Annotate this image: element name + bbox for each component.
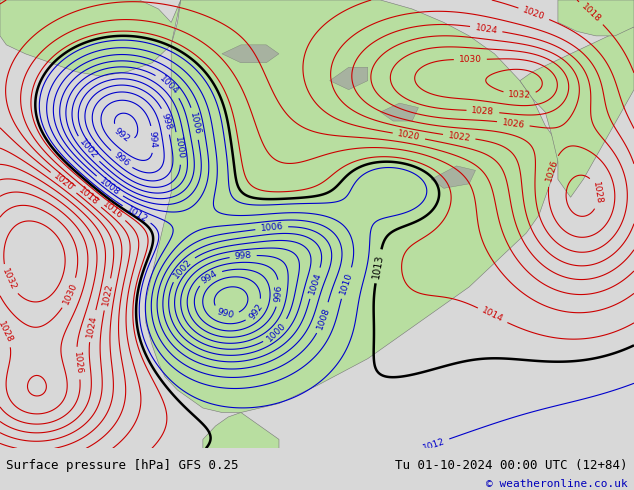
Text: 1012: 1012 [124,205,149,224]
Text: 1022: 1022 [448,131,471,143]
Text: 1020: 1020 [52,172,75,193]
Text: 1026: 1026 [544,159,559,183]
Text: 998: 998 [160,112,173,131]
Text: © weatheronline.co.uk: © weatheronline.co.uk [486,479,628,489]
Polygon shape [0,0,181,76]
Text: 1002: 1002 [77,138,99,161]
Text: 1006: 1006 [260,222,283,233]
Polygon shape [330,67,368,90]
Text: 1030: 1030 [459,55,482,64]
Text: 1032: 1032 [0,268,18,292]
Polygon shape [431,166,476,188]
Text: 1014: 1014 [481,306,505,324]
Text: 990: 990 [216,307,235,320]
Text: 996: 996 [274,284,284,302]
Polygon shape [380,103,418,121]
Text: 1022: 1022 [101,282,114,306]
Text: 1028: 1028 [0,319,14,344]
Text: 1024: 1024 [474,23,498,35]
Text: 1032: 1032 [508,90,531,99]
Text: 1010: 1010 [339,271,354,295]
Polygon shape [520,27,634,197]
Text: 1026: 1026 [72,351,84,375]
Polygon shape [203,413,279,448]
Polygon shape [558,0,634,36]
Text: 1002: 1002 [171,257,193,280]
Text: 1016: 1016 [101,199,124,221]
Text: 992: 992 [112,126,131,144]
Polygon shape [146,0,558,413]
Text: 1012: 1012 [422,437,446,452]
Text: 1006: 1006 [188,111,202,136]
Text: 1028: 1028 [592,181,604,205]
Text: 1020: 1020 [397,129,421,143]
Text: 1018: 1018 [77,186,100,207]
Text: 1008: 1008 [98,176,121,197]
Text: 1000: 1000 [265,320,288,343]
Text: 1004: 1004 [307,271,323,295]
Text: 1028: 1028 [471,106,495,117]
Text: 1000: 1000 [173,136,185,160]
Text: 1030: 1030 [61,281,79,306]
Text: 1004: 1004 [157,74,180,97]
Text: 1020: 1020 [522,5,546,22]
Text: 992: 992 [247,302,264,321]
Text: 1026: 1026 [501,118,526,129]
Text: 1013: 1013 [372,253,385,279]
Text: Tu 01-10-2024 00:00 UTC (12+84): Tu 01-10-2024 00:00 UTC (12+84) [395,459,628,471]
Text: 1018: 1018 [579,2,602,24]
Text: 998: 998 [234,251,252,261]
Polygon shape [222,45,279,63]
Text: 994: 994 [148,130,158,148]
Text: 994: 994 [200,269,219,285]
Text: 1024: 1024 [86,314,99,338]
Text: 996: 996 [112,150,131,169]
Text: Surface pressure [hPa] GFS 0.25: Surface pressure [hPa] GFS 0.25 [6,459,239,471]
Text: 1008: 1008 [315,306,332,330]
